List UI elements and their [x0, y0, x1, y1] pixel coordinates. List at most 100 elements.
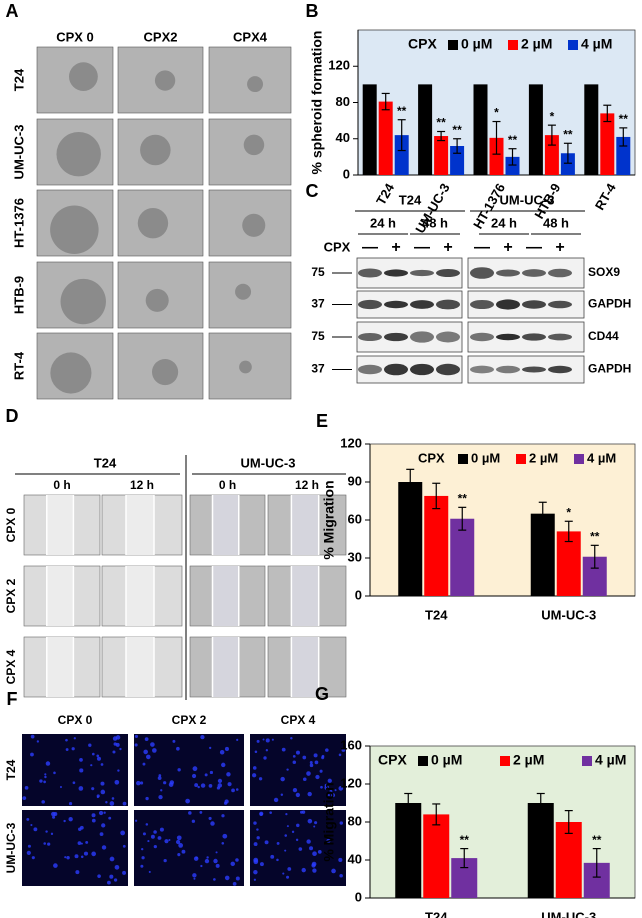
- blot-band: [410, 269, 434, 277]
- blot-band: [470, 332, 494, 342]
- marker-label: 37: [311, 362, 325, 376]
- cell-nucleus: [74, 854, 79, 859]
- cell-nucleus: [282, 872, 285, 875]
- cell-nucleus: [286, 825, 289, 828]
- cell-nucleus: [97, 874, 101, 878]
- cell-nucleus: [265, 749, 269, 752]
- significance-label: **: [563, 127, 573, 141]
- cell-nucleus: [91, 813, 96, 818]
- cell-nucleus: [145, 754, 151, 760]
- cell-nucleus: [47, 842, 51, 846]
- cell-nucleus: [22, 796, 27, 800]
- cell-nucleus: [269, 811, 272, 814]
- wound-gap: [212, 637, 239, 697]
- spheroid: [243, 134, 265, 156]
- cell-nucleus: [291, 830, 295, 834]
- cell-nucleus: [306, 839, 311, 844]
- time-label: 12 h: [295, 478, 319, 492]
- column-header: CPX 2: [172, 713, 207, 727]
- bar: [398, 482, 423, 596]
- cell-line-header: UM-UC-3: [241, 455, 296, 470]
- cell-nucleus: [177, 768, 181, 772]
- cell-nucleus: [262, 738, 265, 741]
- blot-band: [358, 364, 382, 375]
- cell-nucleus: [24, 785, 29, 790]
- cell-nucleus: [314, 760, 319, 765]
- blot-band: [384, 300, 408, 309]
- cell-nucleus: [91, 818, 96, 823]
- cell-nucleus: [111, 797, 115, 800]
- y-tick-label: 60: [348, 511, 362, 526]
- y-axis-label: % Migration: [321, 782, 337, 861]
- spheroid: [152, 358, 179, 386]
- y-tick-label: 120: [328, 58, 350, 73]
- significance-label: **: [508, 133, 518, 147]
- cell-nucleus: [101, 823, 106, 828]
- spheroid: [239, 360, 252, 374]
- cell-nucleus: [36, 740, 40, 743]
- cell-nucleus: [113, 878, 118, 882]
- cell-nucleus: [53, 863, 58, 868]
- cell-nucleus: [79, 768, 84, 773]
- cell-nucleus: [324, 785, 330, 791]
- cell-nucleus: [298, 847, 303, 851]
- cell-nucleus: [26, 850, 31, 855]
- cell-nucleus: [253, 821, 257, 825]
- significance-label: *: [566, 505, 571, 519]
- cell-nucleus: [223, 801, 228, 805]
- cell-nucleus: [256, 739, 260, 743]
- cell-nucleus: [264, 840, 269, 845]
- blot-band: [548, 333, 572, 341]
- cell-nucleus: [208, 784, 213, 788]
- cell-nucleus: [287, 867, 292, 871]
- cell-nucleus: [33, 827, 38, 832]
- legend-swatch: [516, 454, 526, 464]
- cell-nucleus: [119, 747, 122, 751]
- cell-nucleus: [301, 867, 306, 873]
- cell-nucleus: [150, 834, 155, 839]
- bar: [424, 495, 449, 596]
- cell-nucleus: [59, 786, 63, 789]
- cell-nucleus: [259, 862, 264, 867]
- bar: [450, 518, 475, 596]
- cell-nucleus: [326, 838, 331, 843]
- significance-label: **: [452, 123, 462, 137]
- cell-nucleus: [68, 801, 73, 806]
- cell-nucleus: [252, 773, 257, 778]
- cell-nucleus: [309, 760, 313, 764]
- cell-nucleus: [164, 839, 169, 844]
- row-label: T24: [4, 759, 18, 780]
- marker-label: 75: [311, 265, 325, 279]
- cell-nucleus: [215, 863, 220, 868]
- cell-nucleus: [98, 810, 104, 816]
- column-header: CPX 0: [58, 713, 93, 727]
- cell-nucleus: [312, 868, 317, 873]
- cell-nucleus: [224, 746, 229, 751]
- cell-nucleus: [313, 753, 318, 758]
- cell-nucleus: [153, 845, 157, 849]
- cell-nucleus: [73, 737, 76, 740]
- time-label: 48 h: [543, 215, 569, 230]
- wound-gap: [126, 637, 154, 697]
- row-label: CPX 2: [4, 578, 18, 613]
- cell-nucleus: [295, 750, 300, 755]
- cell-nucleus: [134, 734, 139, 738]
- cell-nucleus: [177, 853, 181, 857]
- cell-line-header: UM-UC-3: [500, 192, 555, 207]
- cell-nucleus: [258, 777, 263, 781]
- bar: [362, 84, 377, 175]
- bar: [423, 814, 450, 898]
- cell-nucleus: [168, 782, 174, 787]
- wound-gap: [126, 495, 154, 555]
- cell-nucleus: [200, 734, 205, 740]
- blot-band: [358, 268, 382, 278]
- cell-nucleus: [44, 775, 47, 779]
- cell-nucleus: [339, 821, 344, 825]
- y-tick-label: 40: [336, 130, 350, 145]
- cell-nucleus: [185, 798, 190, 804]
- cell-nucleus: [290, 737, 293, 740]
- bar: [584, 84, 599, 175]
- cell-nucleus: [158, 794, 163, 800]
- blot-band: [436, 363, 460, 376]
- cell-nucleus: [44, 773, 47, 776]
